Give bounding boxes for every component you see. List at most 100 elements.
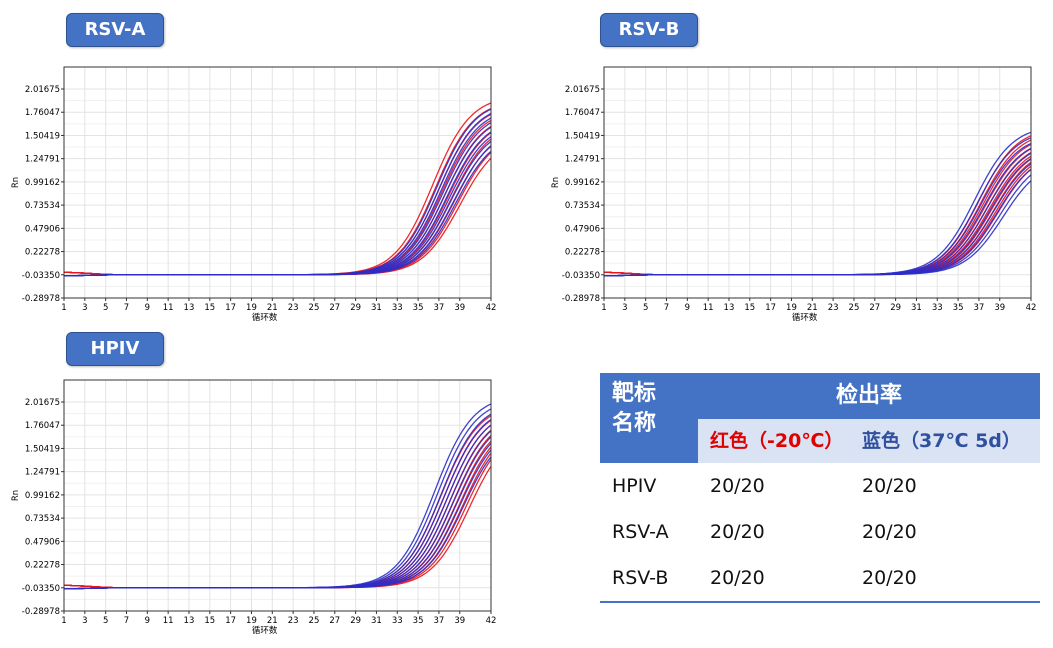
x-tick-label: 1 [601, 303, 606, 313]
x-tick-label: 42 [1026, 303, 1037, 313]
y-tick-label: 1.76047 [25, 421, 60, 431]
header-red-condition: 红色（-20℃） [710, 430, 844, 452]
x-tick-label: 19 [246, 616, 257, 626]
x-tick-label: 37 [974, 303, 985, 313]
header-blue-condition: 蓝色（37℃ 5d） [862, 430, 1021, 452]
y-tick-label: 1.24791 [25, 155, 60, 165]
header-target-name: 靶标名称 [600, 373, 698, 463]
x-tick-label: 19 [246, 303, 257, 313]
y-tick-label: 2.01675 [565, 85, 600, 95]
curves-group [604, 131, 1031, 277]
x-tick-label: 27 [329, 303, 340, 313]
x-tick-label: 17 [225, 303, 236, 313]
x-tick-label: 13 [184, 616, 195, 626]
table-subheader-band [698, 419, 1040, 463]
x-axis-label: 循环数 [792, 312, 818, 323]
row-blue-rate: 20/20 [862, 521, 917, 543]
x-tick-label: 33 [392, 616, 403, 626]
row-red-rate: 20/20 [710, 521, 765, 543]
row-red-rate: 20/20 [710, 567, 765, 589]
curves-group [64, 403, 491, 590]
x-tick-label: 35 [413, 616, 424, 626]
x-tick-label: 21 [807, 303, 818, 313]
x-tick-label: 13 [724, 303, 735, 313]
x-tick-label: 3 [622, 303, 627, 313]
x-tick-label: 37 [434, 303, 445, 313]
blue-amplification-curve [64, 456, 491, 590]
amplification-chart-hpiv: 2.01675 1.76047 1.50419 1.24791 0.99162 0.735… [11, 379, 497, 636]
x-tick-label: 29 [350, 303, 361, 313]
table-row: RSV-B 20/20 20/20 [600, 555, 1040, 601]
row-red-rate: 20/20 [710, 475, 765, 497]
y-tick-label: 0.47906 [25, 537, 60, 547]
x-tick-label: 39 [994, 303, 1005, 313]
x-tick-label: 11 [163, 303, 174, 313]
y-axis-label: Rn [11, 177, 21, 188]
x-axis-label: 循环数 [252, 312, 278, 323]
y-tick-label: -0.28978 [562, 294, 600, 304]
x-tick-label: 33 [932, 303, 943, 313]
plot-border [63, 66, 492, 299]
x-tick-label: 3 [82, 303, 87, 313]
y-tick-label: 0.99162 [565, 178, 600, 188]
x-tick-label: 19 [786, 303, 797, 313]
table-row: HPIV 20/20 20/20 [600, 463, 1040, 509]
y-tick-label: -0.03350 [22, 584, 60, 594]
y-tick-label: 0.22278 [25, 248, 60, 258]
x-tick-label: 1 [61, 616, 66, 626]
y-tick-label: 0.99162 [25, 178, 60, 188]
amplification-chart-rsv-b: 2.01675 1.76047 1.50419 1.24791 0.99162 0.735… [551, 66, 1037, 323]
y-axis-label: Rn [551, 177, 561, 188]
y-tick-label: 2.01675 [25, 85, 60, 95]
plot-border [63, 379, 492, 612]
x-tick-label: 27 [329, 616, 340, 626]
x-tick-label: 5 [103, 616, 108, 626]
x-tick-label: 9 [145, 303, 150, 313]
x-tick-label: 17 [225, 616, 236, 626]
x-tick-label: 25 [309, 616, 320, 626]
x-tick-label: 3 [82, 616, 87, 626]
plot-border [603, 66, 1032, 299]
x-axis-label: 循环数 [252, 625, 278, 636]
y-tick-label: 1.76047 [25, 108, 60, 118]
y-tick-label: 1.50419 [565, 131, 600, 141]
x-tick-label: 39 [454, 616, 465, 626]
x-tick-label: 11 [703, 303, 714, 313]
x-tick-label: 29 [890, 303, 901, 313]
x-tick-label: 7 [124, 303, 129, 313]
x-tick-label: 5 [643, 303, 648, 313]
x-tick-label: 37 [434, 616, 445, 626]
y-tick-label: 0.47906 [25, 224, 60, 234]
x-tick-label: 15 [204, 303, 215, 313]
x-tick-label: 17 [765, 303, 776, 313]
row-blue-rate: 20/20 [862, 567, 917, 589]
row-target: RSV-A [612, 521, 669, 543]
x-tick-label: 42 [486, 616, 497, 626]
blue-amplification-curve [64, 150, 491, 277]
row-target: RSV-B [612, 567, 669, 589]
chart-title-hpiv: HPIV [66, 332, 164, 366]
x-tick-label: 13 [184, 303, 195, 313]
x-tick-label: 23 [828, 303, 839, 313]
x-tick-label: 31 [371, 303, 382, 313]
x-tick-label: 11 [163, 616, 174, 626]
x-tick-label: 35 [953, 303, 964, 313]
header-detection-rate: 检出率 [835, 383, 902, 408]
chart-title-rsv-b: RSV-B [600, 13, 698, 47]
x-tick-label: 23 [288, 616, 299, 626]
y-tick-label: 0.99162 [25, 491, 60, 501]
x-tick-label: 9 [145, 616, 150, 626]
y-tick-label: 0.73534 [25, 514, 60, 524]
x-tick-label: 21 [267, 616, 278, 626]
x-tick-label: 23 [288, 303, 299, 313]
y-tick-label: 1.24791 [565, 155, 600, 165]
y-tick-label: 0.47906 [565, 224, 600, 234]
x-tick-label: 21 [267, 303, 278, 313]
x-tick-label: 31 [911, 303, 922, 313]
amplification-chart-rsv-a: 2.01675 1.76047 1.50419 1.24791 0.99162 0.735… [11, 66, 496, 323]
x-tick-label: 25 [309, 303, 320, 313]
x-tick-label: 31 [371, 616, 382, 626]
x-tick-label: 7 [664, 303, 669, 313]
table-row: RSV-A 20/20 20/20 [600, 509, 1040, 555]
y-tick-label: -0.28978 [22, 607, 60, 617]
